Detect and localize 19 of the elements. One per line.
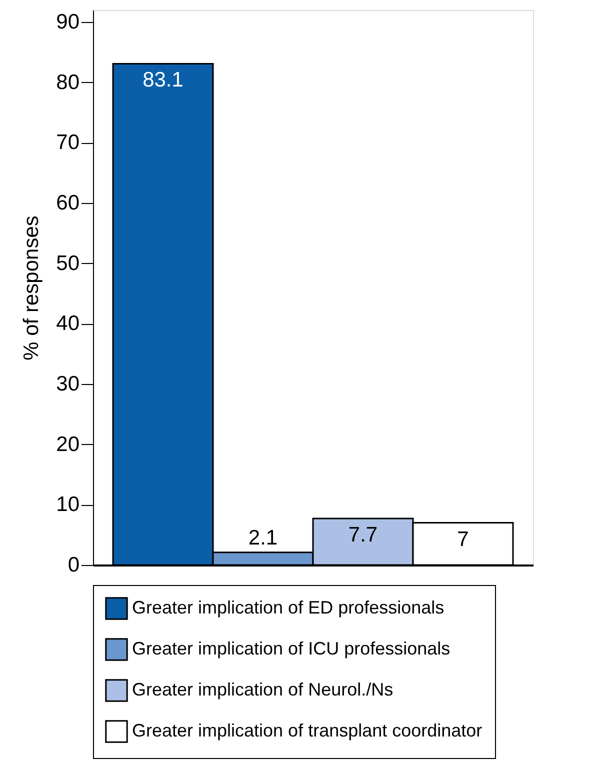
data-label: 7 [457,528,469,551]
y-tick-label: 40 [56,312,80,336]
y-tick-label: 30 [56,372,80,396]
y-tick-label: 70 [56,131,80,154]
y-tick-label: 10 [56,493,80,516]
y-tick-label: 0 [68,554,80,576]
data-label: 83.1 [142,68,184,92]
legend-label: Greater implication of transplant coordinator [132,720,482,740]
legend-label: Greater implication of Neurol./Ns [132,680,394,700]
legend-label: Greater implication of ICU professionals [132,638,450,658]
y-tick-label: 90 [56,10,80,34]
data-label: 7.7 [348,524,378,547]
y-tick-label: 60 [56,192,80,215]
y-tick-label: 50 [56,252,80,275]
data-label: 2.1 [248,526,278,550]
legend-label: Greater implication of ED professionals [132,598,444,618]
y-axis-title: % of responses [20,216,44,360]
y-tick-label: 80 [56,70,80,94]
y-tick-label: 20 [56,432,80,456]
